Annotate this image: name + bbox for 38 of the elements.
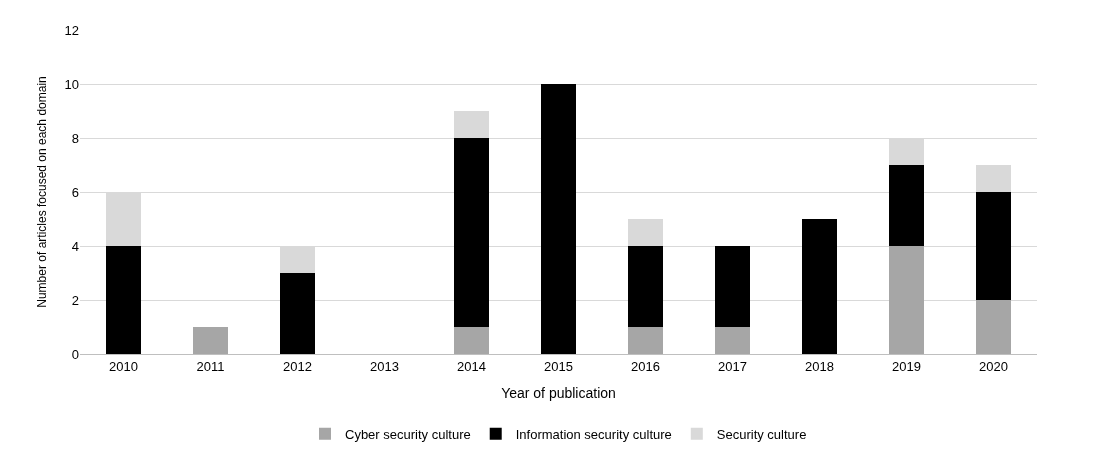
bar: [280, 273, 315, 354]
bar: [541, 84, 576, 354]
y-tick-label: 12: [64, 22, 79, 38]
legend-label: Cyber security culture: [345, 426, 471, 442]
legend-label: Security culture: [716, 426, 807, 442]
x-tick-label: 2020: [979, 358, 1008, 374]
bar: [976, 192, 1011, 300]
bar: [889, 165, 924, 246]
y-tick-label: 4: [71, 238, 79, 254]
x-tick-label: 2015: [544, 358, 573, 374]
bar: [715, 327, 750, 354]
x-tick-label: 2017: [718, 358, 747, 374]
x-tick-label: 2011: [196, 358, 225, 374]
bar: [193, 327, 228, 354]
x-tick-label: 2010: [109, 358, 138, 374]
bar: [976, 300, 1011, 354]
y-tick-label: 8: [71, 130, 79, 146]
bar: [106, 246, 141, 354]
x-tick-label: 2019: [892, 358, 921, 374]
legend-label: Information security culture: [515, 426, 672, 442]
bar: [802, 219, 837, 354]
bar: [454, 327, 489, 354]
x-tick-label: 2012: [283, 358, 312, 374]
x-tick-label: 2013: [370, 358, 399, 374]
bar: [628, 327, 663, 354]
y-tick-label: 10: [64, 76, 79, 92]
bar: [628, 246, 663, 327]
x-tick-label: 2016: [631, 358, 660, 374]
x-tick-label: 2018: [805, 358, 834, 374]
bar: [715, 246, 750, 327]
x-axis-title: Year of publication: [501, 384, 616, 401]
y-tick-label: 2: [71, 292, 79, 308]
y-tick-label: 0: [71, 346, 79, 362]
y-tick-label: 6: [71, 184, 79, 200]
x-tick-label: 2014: [457, 358, 486, 374]
bar: [889, 246, 924, 354]
bar: [454, 138, 489, 327]
y-axis-title: Number of articles focused on each domain: [34, 76, 49, 308]
